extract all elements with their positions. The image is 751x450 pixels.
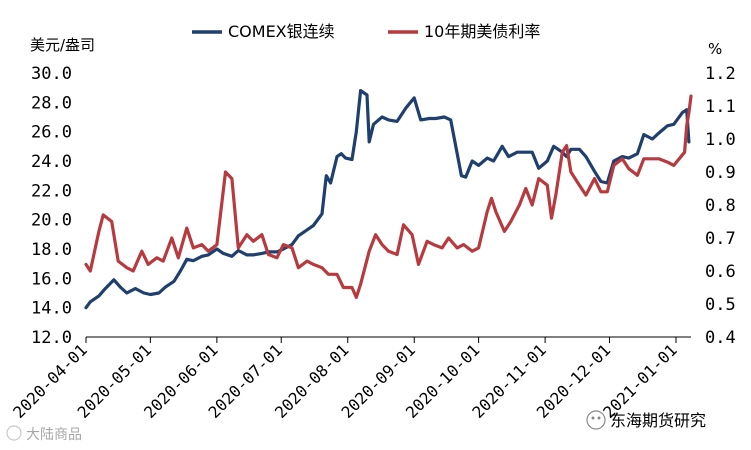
left-axis: 12.0 14.0 16.0 18.0 20.0 22.0 24.0 26.0 28.0 30.0 (31, 64, 72, 348)
right-axis: 0.4 0.5 0.6 0.7 0.8 0.9 1.0 1.1 1.2 (705, 64, 736, 348)
left-tick-label: 20.0 (31, 211, 72, 231)
right-axis-unit: % (708, 40, 722, 58)
right-tick-label: 0.6 (705, 262, 736, 282)
left-tick-label: 22.0 (31, 181, 72, 201)
left-tick-label: 26.0 (31, 123, 72, 143)
wechat-logo-eye-left (591, 416, 595, 420)
watermark-right: 东海期货研究 (586, 410, 706, 430)
legend-label-silver: COMEX银连续 (228, 22, 335, 41)
plot-area (84, 88, 693, 310)
left-tick-label: 18.0 (31, 240, 72, 260)
series-line-silver (84, 88, 691, 310)
wechat-logo-eye-right (597, 416, 601, 420)
legend-label-treasury: 10年期美债利率 (424, 22, 540, 41)
watermark-left-text: 大陆商品 (26, 427, 82, 443)
wechat-logo-icon (586, 410, 606, 430)
right-tick-label: 1.0 (705, 130, 736, 150)
series-line-treasury (84, 94, 693, 299)
left-tick-label: 24.0 (31, 152, 72, 172)
right-tick-label: 1.2 (705, 64, 736, 84)
watermark-right-text: 东海期货研究 (610, 411, 706, 430)
left-axis-unit: 美元/盎司 (30, 36, 95, 54)
left-tick-label: 16.0 (31, 269, 72, 289)
left-tick-label: 12.0 (31, 328, 72, 348)
x-axis: 2020-04-012020-05-012020-06-012020-07-01… (9, 337, 681, 422)
watermark-left: 大陆商品 (6, 425, 82, 443)
left-tick-label: 30.0 (31, 64, 72, 84)
right-tick-label: 0.9 (705, 163, 736, 183)
right-tick-label: 0.8 (705, 196, 736, 216)
left-tick-label: 28.0 (31, 93, 72, 113)
weibo-logo-icon (6, 425, 22, 441)
right-tick-label: 0.7 (705, 229, 736, 249)
right-tick-label: 1.1 (705, 97, 736, 117)
right-tick-label: 0.4 (705, 328, 736, 348)
legend: COMEX银连续 10年期美债利率 (192, 22, 540, 41)
right-tick-label: 0.5 (705, 295, 736, 315)
left-tick-label: 14.0 (31, 299, 72, 319)
